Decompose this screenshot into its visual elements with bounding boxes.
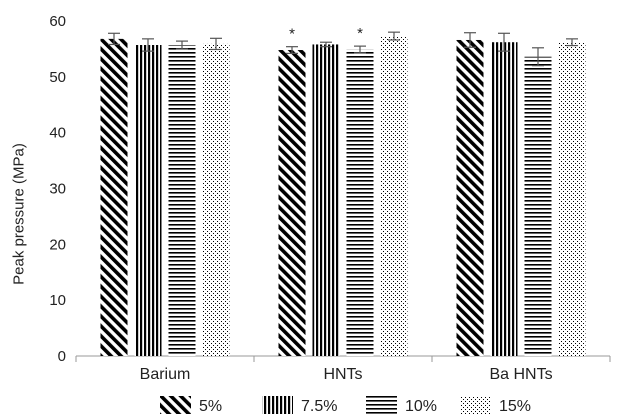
- bar-diagonal: [456, 39, 484, 356]
- x-tick-label: Barium: [140, 366, 191, 383]
- y-tick-label: 30: [49, 181, 66, 198]
- y-tick-label: 10: [49, 292, 66, 309]
- y-tick-label: 20: [49, 236, 66, 253]
- bar-vertical: [490, 42, 518, 356]
- y-tick-label: 60: [49, 13, 66, 30]
- bar-diagonal: [278, 50, 306, 357]
- bar-dotted: [202, 43, 230, 357]
- legend-swatch-dotted: [460, 396, 491, 414]
- y-tick-label: 50: [49, 69, 66, 86]
- y-tick-label: 40: [49, 125, 66, 142]
- significance-marker: *: [357, 25, 363, 42]
- legend-label: 7.5%: [301, 398, 337, 415]
- bar-horizontal: [524, 56, 552, 356]
- significance-marker: *: [289, 26, 295, 43]
- bar-horizontal: [168, 45, 196, 357]
- y-tick-label: 0: [58, 348, 66, 365]
- legend-swatch-horizontal: [366, 396, 397, 414]
- bar-dotted: [380, 36, 408, 356]
- legend-label: 10%: [405, 398, 437, 415]
- bar-vertical: [312, 44, 340, 356]
- bar-diagonal: [100, 38, 128, 356]
- legend-label: 5%: [199, 398, 222, 415]
- legend: 5% 7.5% 10% 15%: [160, 396, 531, 415]
- plot-area: 0 10 20 30 40 50 60 Barium HNTs Ba HNTs * *: [49, 13, 611, 383]
- x-tick-label: HNTs: [323, 366, 362, 383]
- bar-horizontal: [346, 49, 374, 356]
- bar-dotted: [558, 42, 586, 356]
- legend-swatch-vertical: [262, 396, 293, 414]
- legend-swatch-diagonal: [160, 396, 191, 414]
- bar-vertical: [134, 45, 162, 357]
- legend-label: 15%: [499, 398, 531, 415]
- x-tick-label: Ba HNTs: [489, 366, 552, 383]
